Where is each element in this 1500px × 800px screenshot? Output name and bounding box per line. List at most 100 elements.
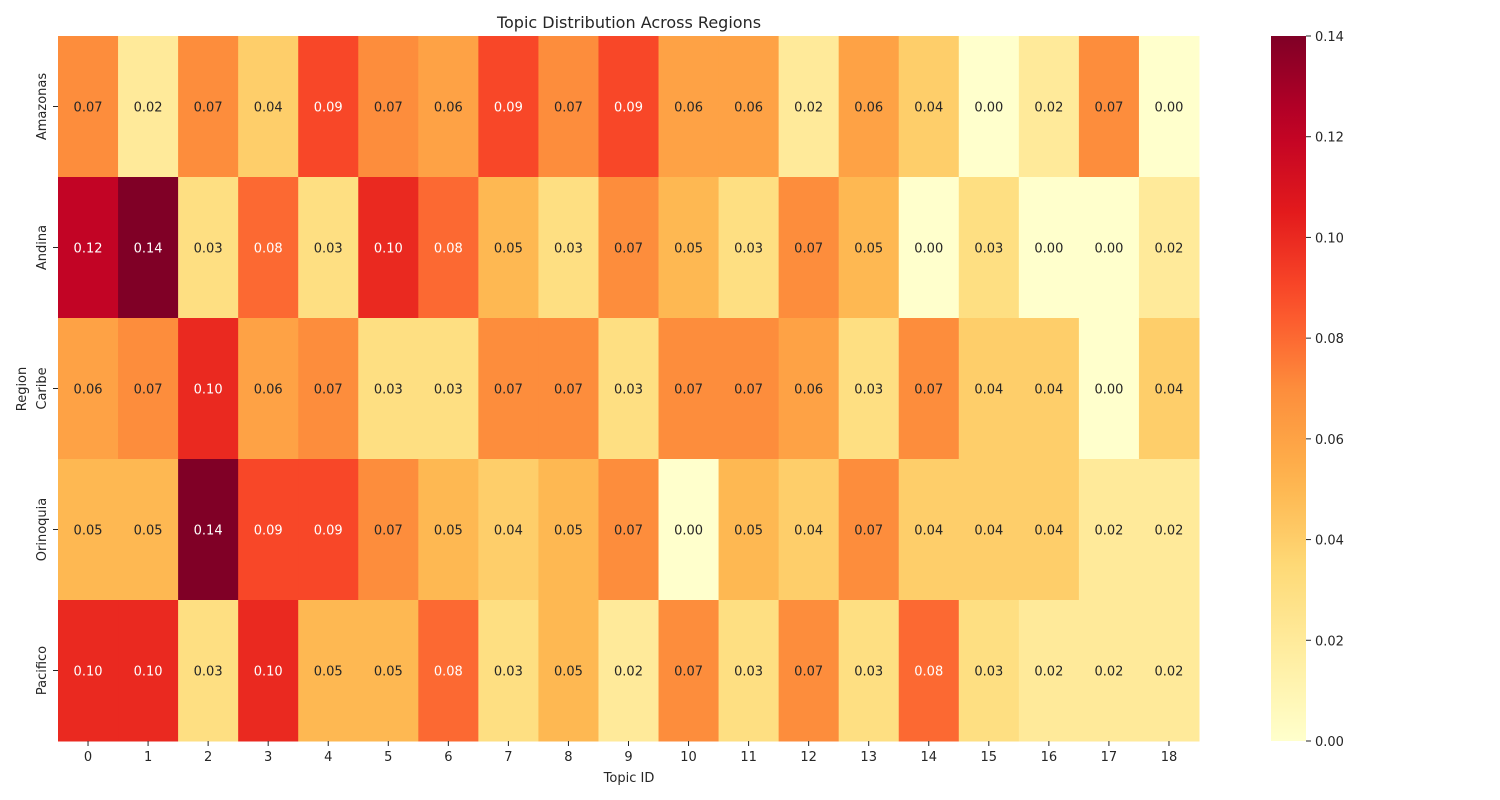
heatmap-cell <box>478 459 539 601</box>
x-tick-label: 8 <box>564 750 572 765</box>
y-tick-label: Pacifico <box>35 646 50 695</box>
heatmap-cell <box>58 36 119 178</box>
cell-value-label: 0.02 <box>134 101 163 116</box>
heatmap-cell <box>718 177 780 319</box>
heatmap-cell <box>178 177 239 319</box>
cell-value-label: 0.07 <box>374 524 403 539</box>
cell-value-label: 0.04 <box>974 524 1003 539</box>
heatmap-cell <box>958 177 1020 319</box>
cell-value-label: 0.03 <box>374 383 403 398</box>
heatmap-cell <box>1138 177 1200 319</box>
heatmap-cells: 0.07 0.02 0.07 0.04 0.09 0.07 0.06 0.09 0.07 0.09… <box>58 36 1200 742</box>
cell-value-label: 0.03 <box>554 242 583 257</box>
chart-title: Topic Distribution Across Regions <box>496 13 761 32</box>
heatmap-cell <box>238 600 299 742</box>
cell-value-label: 0.07 <box>674 383 703 398</box>
cell-value-label: 0.08 <box>914 665 943 680</box>
heatmap-cell <box>598 600 660 742</box>
heatmap-cell <box>838 600 900 742</box>
cell-value-label: 0.07 <box>794 242 823 257</box>
cell-value-label: 0.07 <box>674 665 703 680</box>
cell-value-label: 0.10 <box>134 665 163 680</box>
heatmap-cell <box>538 600 599 742</box>
cell-value-label: 0.00 <box>1154 101 1183 116</box>
cell-value-label: 0.09 <box>314 524 343 539</box>
heatmap-cell <box>478 318 539 460</box>
cell-value-label: 0.08 <box>434 242 463 257</box>
x-tick-label: 16 <box>1041 750 1058 765</box>
heatmap-cell <box>238 318 299 460</box>
cell-value-label: 0.05 <box>674 242 703 257</box>
heatmap-cell <box>718 318 780 460</box>
heatmap-cell <box>1078 36 1140 178</box>
cell-value-label: 0.10 <box>194 383 223 398</box>
heatmap-cell <box>718 459 780 601</box>
x-tick-label: 11 <box>740 750 757 765</box>
x-tick-label: 12 <box>800 750 817 765</box>
cell-value-label: 0.04 <box>914 524 943 539</box>
cell-value-label: 0.07 <box>794 665 823 680</box>
heatmap-cell <box>658 459 720 601</box>
y-tick-label: Andina <box>35 225 50 270</box>
x-tick-label: 17 <box>1101 750 1118 765</box>
cell-value-label: 0.02 <box>794 101 823 116</box>
y-tick-label: Orinoquia <box>35 498 50 561</box>
heatmap-cell <box>418 177 479 319</box>
cell-value-label: 0.03 <box>314 242 343 257</box>
cell-value-label: 0.07 <box>314 383 343 398</box>
cell-value-label: 0.05 <box>434 524 463 539</box>
cell-value-label: 0.07 <box>494 383 523 398</box>
heatmap-cell <box>358 36 419 178</box>
cell-value-label: 0.06 <box>254 383 283 398</box>
heatmap-cell <box>538 177 599 319</box>
cell-value-label: 0.05 <box>374 665 403 680</box>
cell-value-label: 0.04 <box>794 524 823 539</box>
y-axis-ticks: Amazonas Andina Caribe Orinoquia Pacifico <box>35 73 58 695</box>
cell-value-label: 0.02 <box>1154 524 1183 539</box>
heatmap-cell <box>1138 36 1200 178</box>
heatmap-cell <box>958 318 1020 460</box>
heatmap-cell <box>538 36 599 178</box>
heatmap-cell <box>778 459 840 601</box>
colorbar-tick-label: 0.14 <box>1315 30 1344 45</box>
heatmap-cell <box>238 459 299 601</box>
heatmap-cell <box>418 459 479 601</box>
heatmap-cell <box>778 36 840 178</box>
cell-value-label: 0.05 <box>554 665 583 680</box>
y-tick-label: Amazonas <box>35 73 50 141</box>
cell-value-label: 0.05 <box>734 524 763 539</box>
cell-value-label: 0.10 <box>74 665 103 680</box>
heatmap-cell <box>598 318 660 460</box>
cell-value-label: 0.09 <box>614 101 643 116</box>
cell-value-label: 0.07 <box>554 101 583 116</box>
x-tick-label: 13 <box>860 750 877 765</box>
cell-value-label: 0.02 <box>1034 665 1063 680</box>
cell-value-label: 0.03 <box>734 242 763 257</box>
heatmap-cell <box>1078 600 1140 742</box>
heatmap-cell <box>1018 600 1080 742</box>
cell-value-label: 0.03 <box>434 383 463 398</box>
heatmap-cell <box>418 600 479 742</box>
x-tick-label: 2 <box>204 750 212 765</box>
cell-value-label: 0.04 <box>254 101 283 116</box>
heatmap-cell <box>478 600 539 742</box>
colorbar-tick-label: 0.06 <box>1315 433 1344 448</box>
x-tick-label: 0 <box>84 750 92 765</box>
colorbar-tick-label: 0.04 <box>1315 534 1344 549</box>
cell-value-label: 0.03 <box>494 665 523 680</box>
cell-value-label: 0.02 <box>1094 524 1123 539</box>
heatmap-cell <box>118 177 179 319</box>
cell-value-label: 0.04 <box>974 383 1003 398</box>
cell-value-label: 0.14 <box>134 242 163 257</box>
cell-value-label: 0.03 <box>854 665 883 680</box>
heatmap-cell <box>238 36 299 178</box>
cell-value-label: 0.02 <box>1034 101 1063 116</box>
cell-value-label: 0.07 <box>854 524 883 539</box>
heatmap-cell <box>358 459 419 601</box>
heatmap-cell <box>898 459 960 601</box>
cell-value-label: 0.06 <box>734 101 763 116</box>
heatmap-cell <box>778 177 840 319</box>
cell-value-label: 0.09 <box>254 524 283 539</box>
colorbar-tick-label: 0.02 <box>1315 634 1344 649</box>
cell-value-label: 0.00 <box>674 524 703 539</box>
